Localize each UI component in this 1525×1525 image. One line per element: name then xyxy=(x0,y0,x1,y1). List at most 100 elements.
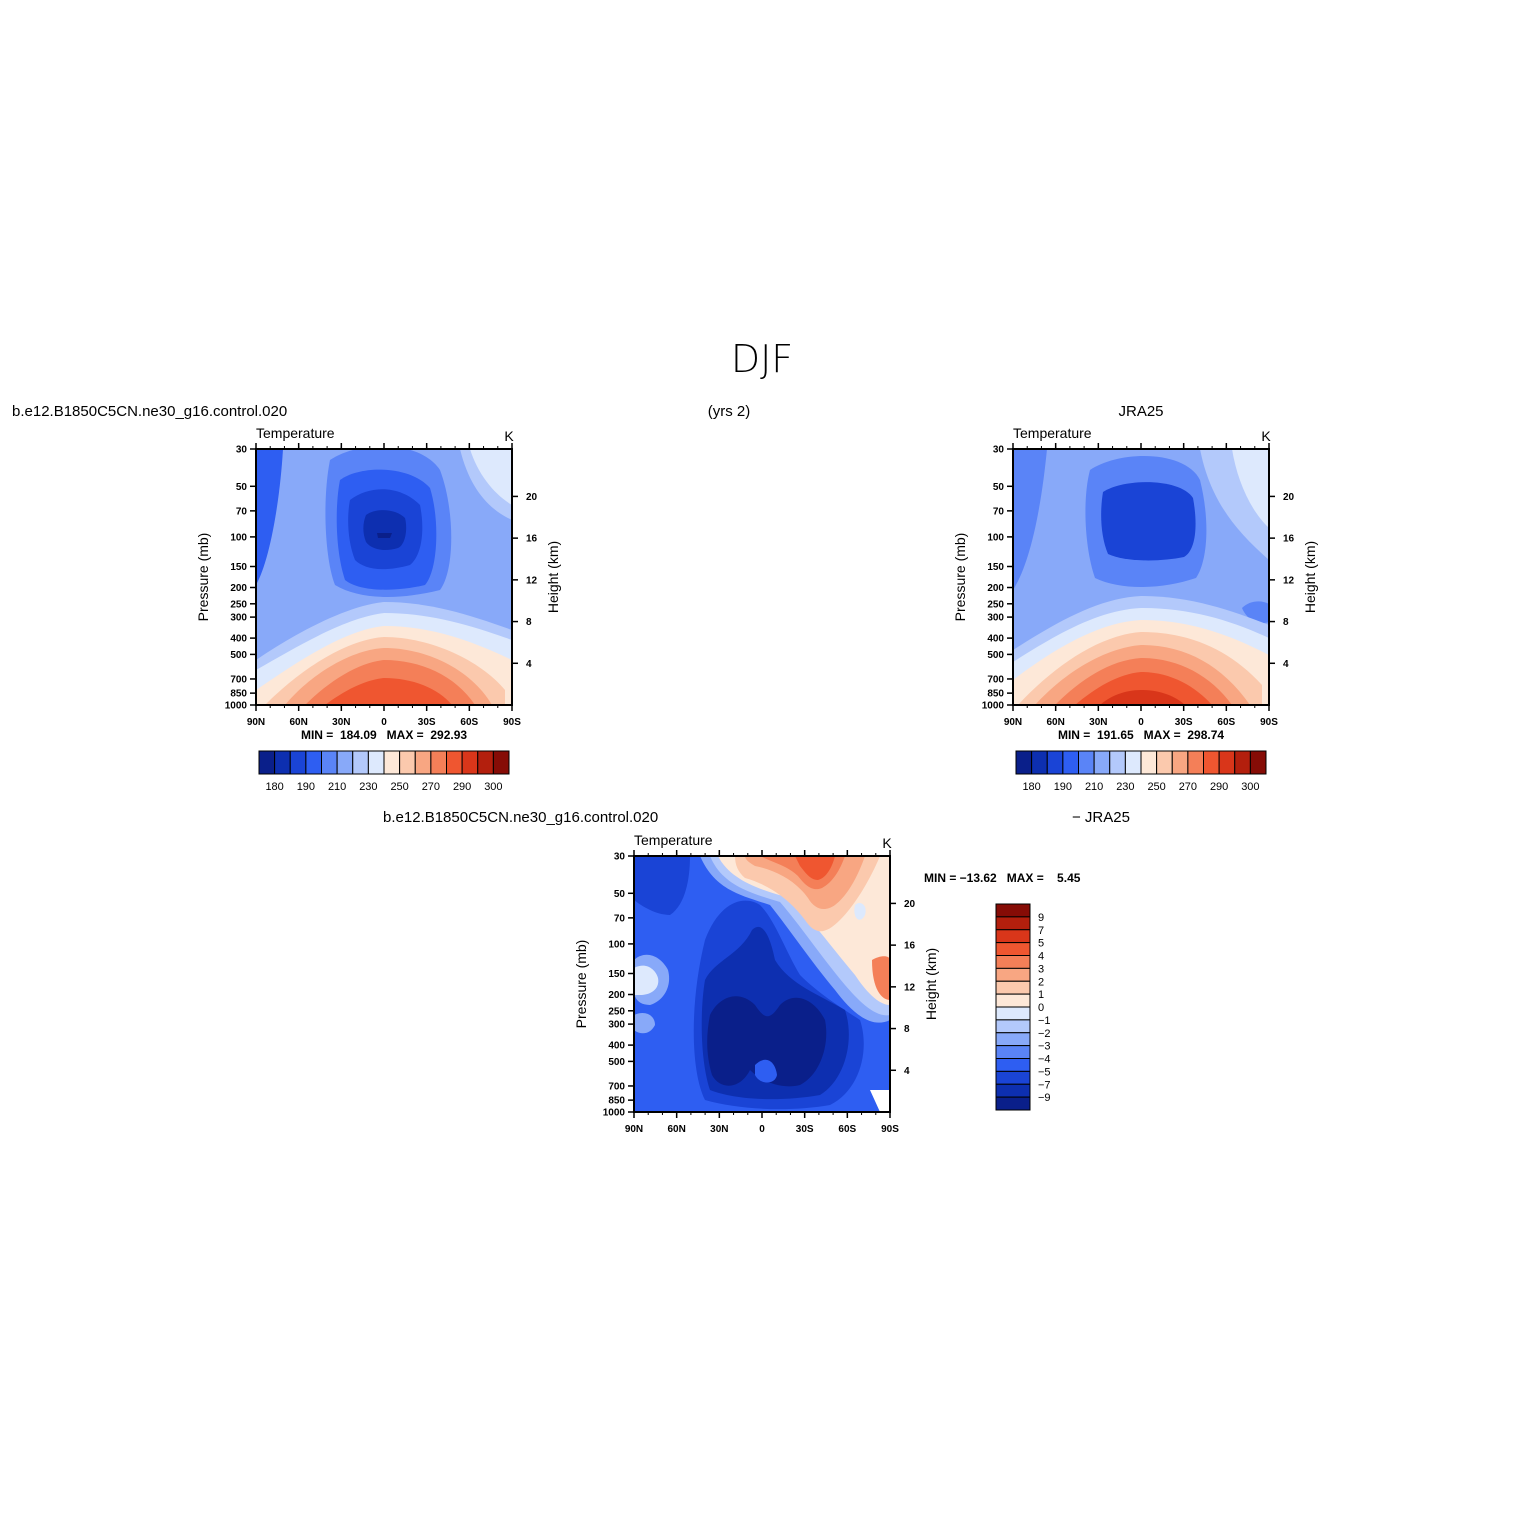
colorbar-a-swatch xyxy=(414,750,432,775)
panel-b-ytick-label: 850 xyxy=(987,689,1004,700)
panel-c-xtick-label: 0 xyxy=(759,1124,765,1135)
colorbar-a-swatch xyxy=(352,750,369,775)
panel-c-xtick-label: 30N xyxy=(710,1124,728,1135)
colorbar-b-swatch xyxy=(1187,750,1204,775)
panel-b-units: K xyxy=(1261,428,1271,444)
panel-c-ytick-label: 70 xyxy=(614,913,626,924)
colorbar-a-swatch xyxy=(446,750,463,775)
colorbar-a-label: 230 xyxy=(359,781,377,793)
colorbar-b-swatch xyxy=(1015,750,1033,775)
panel-a-y2tick-label: 12 xyxy=(526,575,538,586)
panel-c-ytick-label: 400 xyxy=(608,1041,625,1052)
panel-b-ytick-label: 400 xyxy=(987,634,1004,645)
colorbar-b-label: 180 xyxy=(1022,781,1040,793)
panel-b-contours xyxy=(1013,449,1269,705)
colorbar-c-swatch xyxy=(995,967,1031,982)
panel-c-ytick-label: 700 xyxy=(608,1081,625,1092)
panel-a-y2tick-label: 4 xyxy=(526,659,532,670)
colorbar-a-label: 250 xyxy=(390,781,408,793)
colorbar-b-swatch xyxy=(1109,750,1126,775)
panel-a-y2tick-label: 16 xyxy=(526,534,538,545)
panel-a-minmax: MIN = 184.09 MAX = 292.93 xyxy=(301,728,467,742)
colorbar-b-swatch xyxy=(1031,750,1048,775)
colorbar-b-label: 290 xyxy=(1210,781,1228,793)
colorbar-c-swatch xyxy=(995,1083,1031,1098)
colorbar-b-swatch xyxy=(1093,750,1111,775)
axes-layer: 3050701001502002503004005007008501000201… xyxy=(225,443,1295,1135)
panel-a-xtick-label: 90S xyxy=(503,717,521,728)
colorbar-c-swatch xyxy=(995,1006,1031,1021)
colorbar-c-label: 9 xyxy=(1038,912,1044,924)
panel-b-y2tick-label: 4 xyxy=(1283,659,1289,670)
colorbar-c-swatch xyxy=(995,955,1031,969)
colorbar-a-swatch xyxy=(492,750,510,775)
colorbar-c-swatch xyxy=(995,1045,1031,1059)
colorbar-a-label: 270 xyxy=(422,781,440,793)
panel-b-xtick-label: 60N xyxy=(1046,717,1064,728)
panel-b-minmax: MIN = 191.65 MAX = 298.74 xyxy=(1058,728,1224,742)
panel-b-ytick-label: 700 xyxy=(987,674,1004,685)
panel-c-ytick-label: 150 xyxy=(608,969,625,980)
colorbar-c-label: 7 xyxy=(1038,925,1044,937)
colorbar-b-label: 230 xyxy=(1116,781,1134,793)
panel-a-xtick-label: 60S xyxy=(460,717,478,728)
panel-b-ytick-label: 300 xyxy=(987,613,1004,624)
panel-b-ytick-label: 200 xyxy=(987,583,1004,594)
panel-a-ytick-label: 200 xyxy=(230,583,247,594)
panel-a-xtick-label: 30S xyxy=(418,717,436,728)
panel-c-xtick-label: 90S xyxy=(881,1124,899,1135)
panel-c-ytick-label: 250 xyxy=(608,1006,625,1017)
colorbar-a-label: 290 xyxy=(453,781,471,793)
colorbar-c-label: −7 xyxy=(1038,1079,1051,1091)
colorbar-c-swatch xyxy=(995,1096,1031,1111)
colorbar-b-swatch xyxy=(1078,750,1095,775)
panel-b-ylabel: Pressure (mb) xyxy=(952,533,968,622)
panel-a-y2tick-label: 8 xyxy=(526,617,532,628)
panel-a-ytick-label: 150 xyxy=(230,562,247,573)
colorbar-b-swatch xyxy=(1203,750,1220,775)
colorbar-b-label: 270 xyxy=(1179,781,1197,793)
colorbar-c-swatch xyxy=(995,1032,1031,1047)
panel-c-y2tick-label: 4 xyxy=(904,1066,910,1077)
colorbar-b-swatch xyxy=(1171,750,1189,775)
panel-c-xtick-label: 90N xyxy=(625,1124,643,1135)
panel-b-ytick-label: 30 xyxy=(993,445,1005,456)
panel-a-ytick-label: 700 xyxy=(230,674,247,685)
panel-b-y2tick-label: 8 xyxy=(1283,617,1289,628)
panel-c-minmax: MIN = −13.62 MAX = 5.45 xyxy=(924,871,1081,885)
panel-c-y2tick-label: 8 xyxy=(904,1024,910,1035)
colorbar-b-swatch xyxy=(1218,750,1236,775)
colorbar-c-swatch xyxy=(995,1058,1031,1072)
panel-c-ytick-label: 50 xyxy=(614,889,626,900)
panel-c-xtick-label: 60S xyxy=(838,1124,856,1135)
panel-b-variable: Temperature xyxy=(1013,425,1092,441)
panel-b-xtick-label: 90N xyxy=(1004,717,1022,728)
panel-a-left-title: b.e12.B1850C5CN.ne30_g16.control.020 xyxy=(12,403,287,420)
colorbar-c-label: 1 xyxy=(1038,989,1044,1001)
colorbar-c-swatch xyxy=(995,903,1031,918)
colorbar-c-label: −9 xyxy=(1038,1092,1051,1104)
colorbar-c-label: −5 xyxy=(1038,1066,1051,1078)
colorbar-c-label: 3 xyxy=(1038,963,1044,975)
panel-b-ytick-label: 100 xyxy=(987,532,1004,543)
colorbar-b-swatch xyxy=(1046,750,1064,775)
panel-a-y2tick-label: 20 xyxy=(526,492,538,503)
panel-b-y2label: Height (km) xyxy=(1302,541,1318,613)
colorbar-b-swatch xyxy=(1124,750,1142,775)
panel-a-xtick-label: 90N xyxy=(247,717,265,728)
colorbar-b-label: 190 xyxy=(1054,781,1072,793)
panel-a-units: K xyxy=(504,428,514,444)
colorbar-a-label: 190 xyxy=(297,781,315,793)
colorbar-a-swatch xyxy=(399,750,416,775)
colorbar-b-label: 250 xyxy=(1147,781,1165,793)
colorbar-c-swatch xyxy=(995,980,1031,995)
figure-title: DJF xyxy=(731,337,793,381)
colorbars: 180 190 210 230 250 270 290 300 180 190 210 230 250 2… xyxy=(258,750,1267,1111)
panel-b-xtick-label: 30S xyxy=(1175,717,1193,728)
panel-c-variable: Temperature xyxy=(634,832,713,848)
colorbar-a-swatch xyxy=(321,750,338,775)
panel-c-y2tick-label: 16 xyxy=(904,941,916,952)
panel-c-right-title: − JRA25 xyxy=(1072,809,1130,826)
colorbar-b-swatch xyxy=(1062,750,1079,775)
